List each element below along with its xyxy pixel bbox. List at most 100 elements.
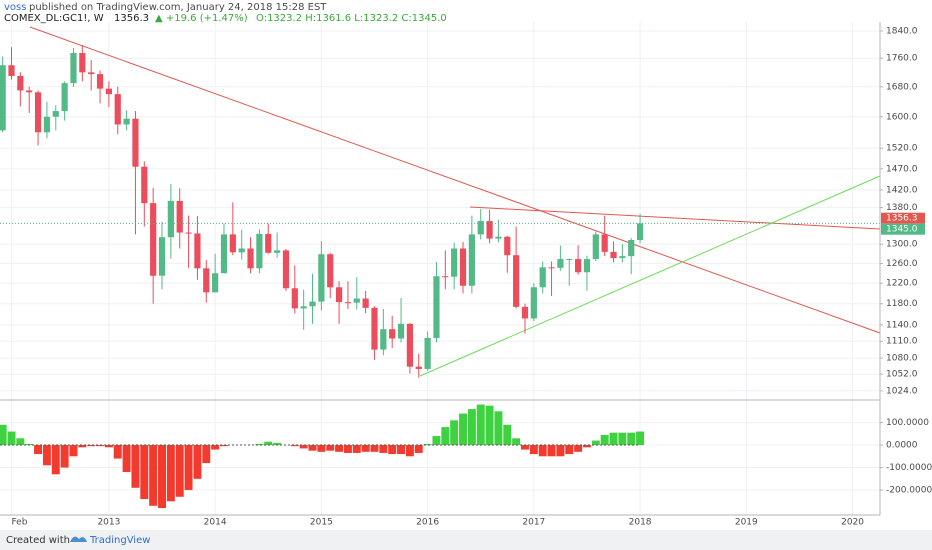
histogram-bar (352, 445, 361, 453)
candle-body (318, 254, 325, 302)
y-tick-label: 1140.0 (886, 320, 918, 330)
histogram-bar (16, 438, 25, 446)
candle-body (459, 248, 467, 286)
histogram-bar (574, 445, 583, 452)
candle-body (282, 250, 290, 289)
histogram-bar (361, 445, 370, 452)
histogram-bar (51, 445, 60, 475)
brand: TradingView (89, 535, 150, 546)
histogram-bar (379, 445, 388, 453)
histogram-bar (202, 445, 211, 464)
histogram-bar (370, 445, 379, 452)
footer-bar (0, 530, 932, 550)
y-tick-label: 0.0000 (886, 441, 918, 451)
histogram-bar (423, 443, 432, 446)
candle-body (212, 273, 219, 293)
candle-body (17, 75, 24, 91)
y-tick-label: 1520.0 (886, 144, 918, 154)
histogram-bar (441, 427, 450, 446)
histogram-bar (255, 443, 264, 446)
candle-body (433, 276, 440, 338)
y-tick-label: 1180.0 (886, 299, 918, 309)
histogram-bar (299, 445, 308, 449)
candle-body (238, 248, 245, 253)
y-tick-label: 1380.0 (886, 203, 918, 213)
footer-text: Created with (6, 535, 70, 546)
histogram-bar (104, 445, 113, 448)
trend-line (29, 26, 881, 334)
candle-body (513, 255, 520, 307)
y-tick-label: -100.0000 (886, 463, 932, 473)
histogram-bar (636, 431, 645, 446)
candle-body (274, 250, 281, 253)
candle-body (415, 366, 422, 369)
y-tick-label: 1220.0 (886, 279, 918, 289)
histogram-bar (556, 445, 565, 457)
candle-body (442, 276, 449, 278)
histogram-bar (317, 445, 326, 452)
candle-body (247, 248, 254, 269)
histogram-bar (627, 432, 636, 446)
candle-body (424, 337, 431, 369)
candle-body (167, 200, 174, 238)
histogram-bar (69, 445, 78, 457)
histogram-bar (565, 445, 574, 455)
candle-body (291, 288, 298, 309)
histogram-bar (467, 409, 476, 446)
histogram-bar (158, 445, 166, 509)
candle-body (335, 287, 343, 303)
histogram-bar (476, 404, 485, 446)
histogram-bar (538, 445, 547, 457)
candle-body (486, 221, 493, 239)
candle-body (105, 88, 112, 95)
histogram-bar (60, 445, 69, 468)
histogram-bar (450, 420, 459, 446)
published: published on TradingView.com, January 24… (29, 2, 327, 13)
histogram-bar (25, 443, 34, 446)
histogram-bar (87, 445, 96, 447)
histogram-bar (264, 441, 273, 446)
candle-body (70, 53, 77, 84)
histogram-bar (600, 434, 609, 446)
x-tick-label: 2015 (310, 518, 333, 528)
price-label: 1345.0 (886, 225, 918, 235)
histogram-bar (388, 445, 397, 455)
y-tick-label: 1052.0 (886, 370, 918, 380)
histogram-bar (166, 445, 175, 502)
candle-body (141, 166, 148, 204)
histogram-bar (308, 445, 317, 451)
histogram-bar (618, 432, 627, 446)
histogram-bar (193, 445, 202, 479)
candle-body (566, 259, 573, 261)
candle-body (185, 232, 192, 234)
candle-body (344, 302, 352, 304)
candle-body (79, 53, 86, 73)
candle-body (327, 254, 334, 288)
last-price: 1356.3 (114, 13, 149, 24)
y-tick-label: 1260.0 (886, 259, 918, 269)
candle-body (220, 234, 228, 274)
histogram-bar (512, 438, 521, 446)
histogram-bar (140, 445, 149, 500)
histogram-bar (485, 405, 494, 446)
brand-logo (70, 536, 87, 542)
histogram-bar (397, 445, 406, 455)
histogram-bar (459, 413, 468, 446)
candle-body (61, 83, 68, 112)
histogram-bar (131, 445, 140, 488)
candle-body (389, 329, 396, 339)
y-tick-label: 1680.0 (886, 82, 918, 92)
candle-body (362, 298, 369, 308)
candle-body (309, 301, 316, 307)
x-tick-label: 2013 (97, 518, 120, 528)
histogram-bar (343, 445, 352, 453)
candle-body (468, 234, 475, 286)
histogram-bar (432, 436, 441, 446)
candle-body (34, 92, 42, 133)
histogram-bar (290, 445, 299, 447)
candle-body (521, 306, 529, 319)
candle-body (353, 298, 360, 303)
candle-body (176, 200, 183, 233)
